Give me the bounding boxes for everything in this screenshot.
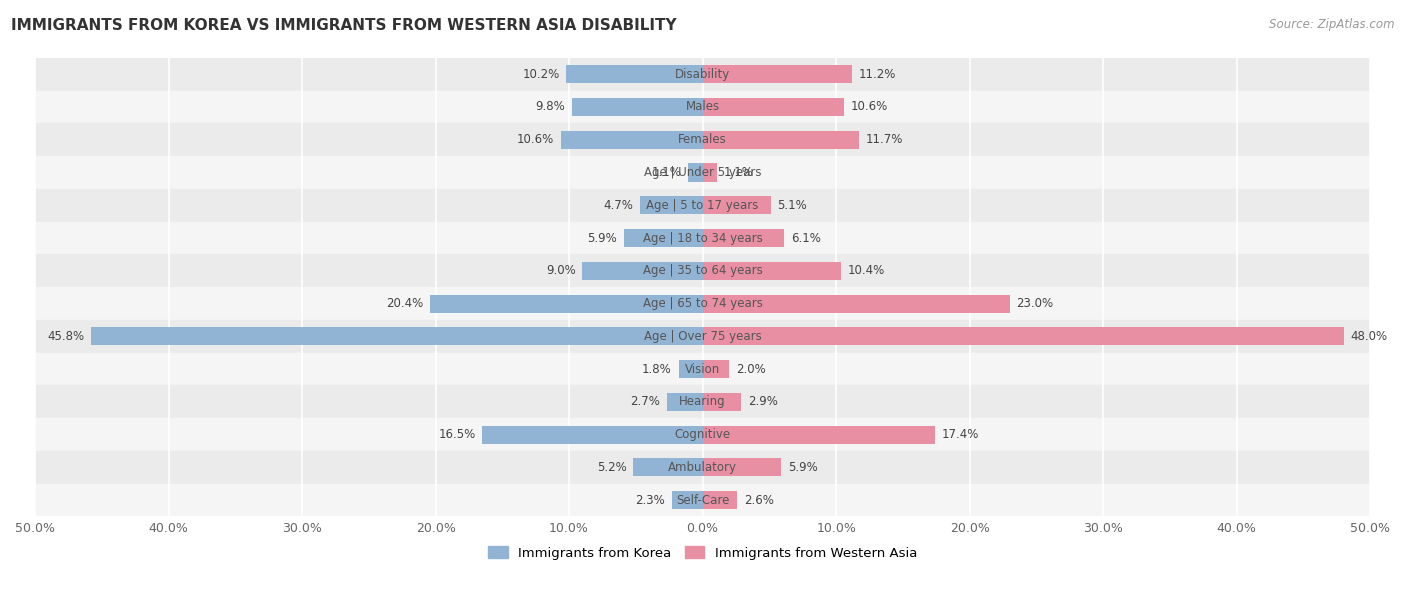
Text: 2.9%: 2.9% — [748, 395, 778, 408]
Bar — [35, 320, 1371, 353]
Bar — [35, 287, 1371, 320]
Bar — [35, 353, 1371, 386]
Bar — [35, 222, 1371, 255]
Bar — [35, 483, 1371, 517]
Text: 20.4%: 20.4% — [387, 297, 423, 310]
Text: 48.0%: 48.0% — [1350, 330, 1388, 343]
Bar — [703, 98, 844, 116]
Bar — [35, 189, 1371, 222]
Text: 5.2%: 5.2% — [596, 461, 627, 474]
Text: 10.4%: 10.4% — [848, 264, 886, 277]
Bar — [703, 294, 1010, 313]
Text: Cognitive: Cognitive — [675, 428, 731, 441]
Bar — [703, 65, 852, 83]
Bar — [633, 458, 703, 476]
Text: Ambulatory: Ambulatory — [668, 461, 737, 474]
Text: 5.9%: 5.9% — [588, 231, 617, 245]
Text: Source: ZipAtlas.com: Source: ZipAtlas.com — [1270, 18, 1395, 31]
Text: 11.2%: 11.2% — [859, 68, 896, 81]
Text: 6.1%: 6.1% — [790, 231, 821, 245]
Text: 5.1%: 5.1% — [778, 199, 807, 212]
Text: Hearing: Hearing — [679, 395, 725, 408]
Text: 5.9%: 5.9% — [789, 461, 818, 474]
Bar — [35, 418, 1371, 451]
Text: 10.6%: 10.6% — [517, 133, 554, 146]
Text: Age | Under 5 years: Age | Under 5 years — [644, 166, 762, 179]
Bar — [91, 327, 703, 345]
Bar — [35, 124, 1371, 156]
Bar — [572, 98, 703, 116]
Bar — [666, 393, 703, 411]
Text: 1.1%: 1.1% — [651, 166, 682, 179]
Bar — [703, 327, 1344, 345]
Bar — [703, 458, 782, 476]
Text: Self-Care: Self-Care — [676, 493, 730, 507]
Text: 17.4%: 17.4% — [942, 428, 979, 441]
Text: 2.7%: 2.7% — [630, 395, 659, 408]
Text: 2.6%: 2.6% — [744, 493, 773, 507]
Bar — [703, 425, 935, 444]
Bar — [688, 163, 703, 182]
Text: Vision: Vision — [685, 362, 720, 376]
Bar — [703, 262, 841, 280]
Text: Age | 5 to 17 years: Age | 5 to 17 years — [647, 199, 759, 212]
Text: IMMIGRANTS FROM KOREA VS IMMIGRANTS FROM WESTERN ASIA DISABILITY: IMMIGRANTS FROM KOREA VS IMMIGRANTS FROM… — [11, 18, 676, 34]
Bar — [561, 131, 703, 149]
Bar — [703, 229, 785, 247]
Bar — [35, 156, 1371, 189]
Bar — [482, 425, 703, 444]
Bar — [430, 294, 703, 313]
Bar — [703, 491, 737, 509]
Bar — [582, 262, 703, 280]
Bar — [672, 491, 703, 509]
Bar — [703, 163, 717, 182]
Text: Age | 18 to 34 years: Age | 18 to 34 years — [643, 231, 762, 245]
Text: Age | 65 to 74 years: Age | 65 to 74 years — [643, 297, 762, 310]
Bar — [35, 386, 1371, 418]
Bar — [640, 196, 703, 214]
Text: 23.0%: 23.0% — [1017, 297, 1053, 310]
Text: 2.3%: 2.3% — [636, 493, 665, 507]
Bar — [703, 393, 741, 411]
Text: Males: Males — [686, 100, 720, 113]
Bar — [703, 196, 770, 214]
Bar — [35, 451, 1371, 483]
Text: Age | Over 75 years: Age | Over 75 years — [644, 330, 762, 343]
Text: 2.0%: 2.0% — [735, 362, 766, 376]
Text: 4.7%: 4.7% — [603, 199, 633, 212]
Text: 9.0%: 9.0% — [546, 264, 576, 277]
Bar — [703, 360, 730, 378]
Text: 1.8%: 1.8% — [643, 362, 672, 376]
Text: Age | 35 to 64 years: Age | 35 to 64 years — [643, 264, 762, 277]
Text: 11.7%: 11.7% — [866, 133, 903, 146]
Bar — [567, 65, 703, 83]
Text: 45.8%: 45.8% — [48, 330, 84, 343]
Text: 16.5%: 16.5% — [439, 428, 475, 441]
Bar — [703, 131, 859, 149]
Text: 9.8%: 9.8% — [536, 100, 565, 113]
Text: 10.2%: 10.2% — [523, 68, 560, 81]
Bar — [35, 58, 1371, 91]
Bar — [35, 255, 1371, 287]
Legend: Immigrants from Korea, Immigrants from Western Asia: Immigrants from Korea, Immigrants from W… — [482, 541, 922, 565]
Bar — [679, 360, 703, 378]
Text: Females: Females — [678, 133, 727, 146]
Text: Disability: Disability — [675, 68, 730, 81]
Bar — [624, 229, 703, 247]
Text: 10.6%: 10.6% — [851, 100, 889, 113]
Bar — [35, 91, 1371, 124]
Text: 1.1%: 1.1% — [724, 166, 754, 179]
